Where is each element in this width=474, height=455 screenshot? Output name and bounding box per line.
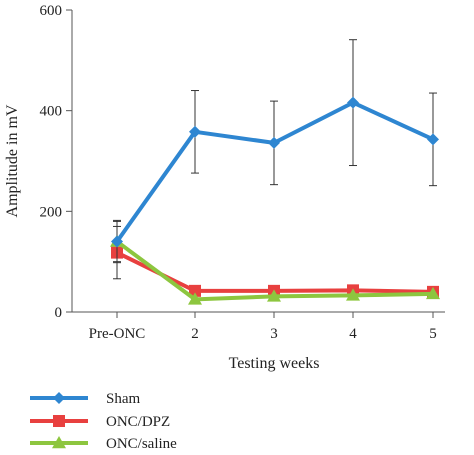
legend-label: Sham — [106, 391, 141, 407]
x-tick-label: 4 — [349, 326, 357, 342]
y-axis-title: Amplitude in mV — [4, 104, 21, 217]
data-point — [111, 235, 123, 248]
legend-label: ONC/DPZ — [106, 414, 170, 430]
legend-label: ONC/saline — [106, 436, 177, 452]
y-axis: 0 200 400 600 — [40, 3, 73, 321]
y-tick-label: 600 — [40, 3, 63, 19]
series-layer — [110, 39, 440, 305]
data-point — [189, 125, 201, 138]
legend-entry: Sham — [30, 391, 141, 407]
y-tick-label: 200 — [40, 204, 63, 220]
data-point — [426, 286, 440, 300]
legend-entry: ONC/DPZ — [30, 414, 170, 430]
data-point — [188, 292, 202, 305]
x-axis: Pre-ONC 2 3 4 5 — [72, 311, 445, 342]
y-tick-label: 0 — [55, 305, 63, 321]
series-onc-dpz — [111, 225, 439, 298]
series-line — [115, 100, 434, 243]
x-tick-label: 3 — [270, 326, 278, 342]
data-point — [189, 284, 201, 297]
legend-marker — [52, 436, 66, 449]
data-point — [347, 96, 359, 109]
x-axis-title: Testing weeks — [229, 355, 320, 372]
data-point — [427, 133, 439, 146]
x-tick-label: 2 — [191, 326, 199, 342]
x-tick-label: 5 — [429, 326, 437, 342]
y-tick-label: 400 — [40, 104, 63, 120]
legend-entry: ONC/saline — [30, 436, 177, 452]
series-onc-saline — [110, 220, 440, 305]
legend-marker — [53, 415, 65, 427]
data-point — [268, 136, 280, 149]
legend-marker — [53, 392, 65, 404]
series-sham — [111, 39, 439, 264]
data-point — [267, 289, 281, 302]
legend: Sham ONC/DPZ ONC/saline — [30, 391, 177, 452]
data-point — [346, 288, 360, 301]
x-tick-label: Pre-ONC — [89, 326, 146, 342]
